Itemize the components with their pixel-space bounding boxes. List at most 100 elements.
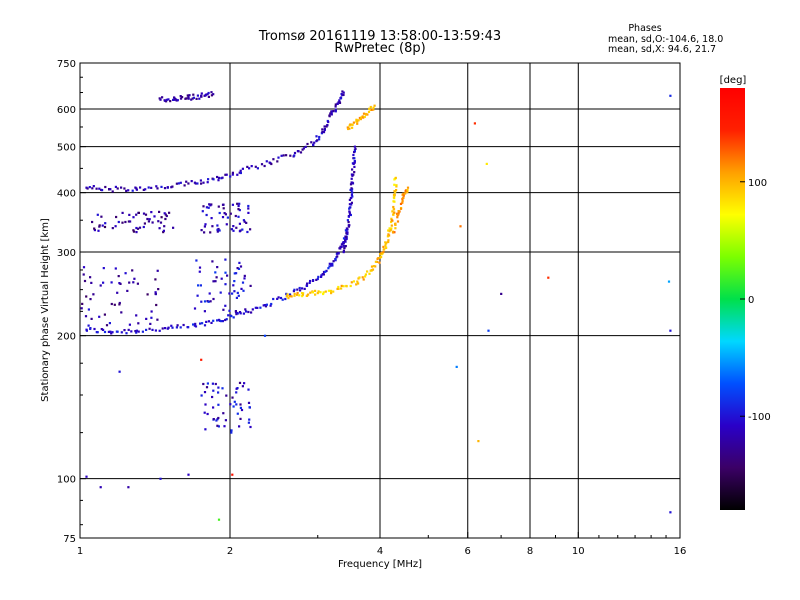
mid-scatter-2-point xyxy=(209,204,212,207)
O-2F-trace-point xyxy=(199,179,202,182)
E-region-scatter-point xyxy=(230,429,233,432)
mid-scatter-point xyxy=(216,266,219,269)
O-F-trace-point xyxy=(193,324,196,327)
X-spread-F-cusp-point xyxy=(402,196,405,200)
E-region-scatter-point xyxy=(239,403,242,406)
mid-scatter-2-point xyxy=(221,203,225,206)
E-region-scatter-point xyxy=(212,406,215,409)
O-2F-trace-point xyxy=(95,187,98,190)
mid-scatter-2-point xyxy=(247,207,250,210)
O-F-trace-point xyxy=(292,290,295,293)
O-spread-F-cusp-point xyxy=(347,215,350,218)
X-2F-trace-point xyxy=(351,123,354,126)
x-tick-label: 1 xyxy=(77,546,83,557)
O-F-trace-point xyxy=(179,326,182,329)
mid-scatter-2-point xyxy=(226,216,229,219)
O-F-trace-point xyxy=(334,258,337,261)
O-2F-trace-point xyxy=(241,167,244,170)
O-F-trace-point xyxy=(330,263,333,266)
E-region-scatter-point xyxy=(249,425,252,429)
isolated-point xyxy=(669,329,672,332)
low-frequency-scatter-2-point xyxy=(146,217,149,221)
isolated-point xyxy=(459,225,462,228)
low-frequency-scatter-point xyxy=(118,303,121,306)
E-region-scatter-point xyxy=(239,406,242,409)
O-2F-trace-point xyxy=(236,173,239,176)
X-F-trace-point xyxy=(380,251,383,255)
O-2F-trace-point xyxy=(248,167,251,170)
E-region-scatter-point xyxy=(238,381,242,384)
O-2F-trace-point xyxy=(98,187,101,190)
O-2F-trace-point xyxy=(338,101,342,104)
low-frequency-scatter-2-point xyxy=(138,226,142,229)
E-region-scatter-point xyxy=(202,382,205,386)
X-spread-F-cusp-point xyxy=(404,189,408,192)
O-F-trace-point xyxy=(342,244,345,247)
O-spread-F-cusp-point xyxy=(349,188,352,191)
O-spread-F-cusp-point xyxy=(342,249,345,252)
O-3F-trace-point xyxy=(196,94,199,97)
O-2F-trace-point xyxy=(280,154,283,157)
E-region-scatter-point xyxy=(217,425,220,428)
X-2F-trace-point xyxy=(348,127,351,130)
O-spread-F-cusp-point xyxy=(344,239,347,242)
mid-scatter-point xyxy=(233,290,236,293)
E-region-scatter-point xyxy=(222,412,225,415)
mid-scatter-point xyxy=(224,258,227,261)
O-2F-trace-point xyxy=(144,188,147,191)
O-2F-trace-point xyxy=(322,131,326,134)
O-F-trace-point xyxy=(259,306,262,309)
O-F-trace-point xyxy=(303,287,306,290)
mid-scatter-2-point xyxy=(231,203,234,206)
mid-scatter-point xyxy=(240,287,243,290)
O-spread-F-cusp-point xyxy=(345,227,348,230)
low-frequency-scatter-2-point xyxy=(91,220,94,224)
O-F-trace-point xyxy=(120,331,123,334)
X-2F-trace-point xyxy=(367,110,371,113)
O-2F-trace-point xyxy=(320,132,323,135)
low-frequency-scatter-point xyxy=(87,308,90,311)
low-frequency-scatter-point xyxy=(120,311,123,314)
mid-scatter-point xyxy=(238,261,241,264)
X-2F-trace-point xyxy=(372,106,375,109)
O-F-trace-point xyxy=(239,312,242,315)
mid-scatter-2-point xyxy=(207,206,210,209)
X-F-trace-point xyxy=(298,294,301,297)
O-2F-trace-point xyxy=(318,138,321,141)
E-region-scatter-point xyxy=(205,386,209,389)
O-3F-trace-point xyxy=(181,96,184,99)
low-frequency-scatter-2-point xyxy=(114,225,117,228)
O-3F-trace-point xyxy=(179,95,182,98)
O-F-trace-point xyxy=(340,245,343,248)
O-F-trace-point xyxy=(279,296,283,300)
mid-scatter-2-point xyxy=(243,220,246,223)
low-frequency-scatter-2-point xyxy=(97,229,100,232)
E-region-scatter-point xyxy=(247,421,250,424)
mid-scatter-2-point xyxy=(216,230,219,233)
plot-area xyxy=(79,62,681,539)
O-2F-trace-point xyxy=(125,189,128,192)
X-F-trace-point xyxy=(393,194,396,197)
O-2F-trace-point xyxy=(312,144,315,147)
low-frequency-scatter-point xyxy=(132,281,135,284)
mid-scatter-2-point xyxy=(237,204,240,208)
X-spread-F-cusp-point xyxy=(406,190,409,194)
isolated-point xyxy=(263,334,267,337)
low-frequency-scatter-point xyxy=(103,313,106,316)
low-frequency-scatter-2-point xyxy=(132,229,135,232)
O-F-trace-point xyxy=(325,269,328,272)
low-frequency-scatter-2-point xyxy=(142,225,145,229)
mid-scatter-point xyxy=(203,310,206,313)
O-3F-trace-point xyxy=(204,94,207,97)
chart-subtitle: RwPretec (8p) xyxy=(334,41,425,56)
mid-scatter-point xyxy=(249,284,252,287)
mid-scatter-point xyxy=(233,272,236,275)
O-F-trace-point xyxy=(245,310,248,313)
O-F-trace-point xyxy=(135,331,138,334)
X-F-trace-point xyxy=(383,248,386,251)
O-F-trace-point xyxy=(164,327,167,330)
X-F-trace-point xyxy=(314,289,317,292)
O-F-trace-point xyxy=(316,277,319,281)
low-frequency-scatter-2-point xyxy=(147,220,150,223)
X-F-trace-point xyxy=(288,295,291,298)
